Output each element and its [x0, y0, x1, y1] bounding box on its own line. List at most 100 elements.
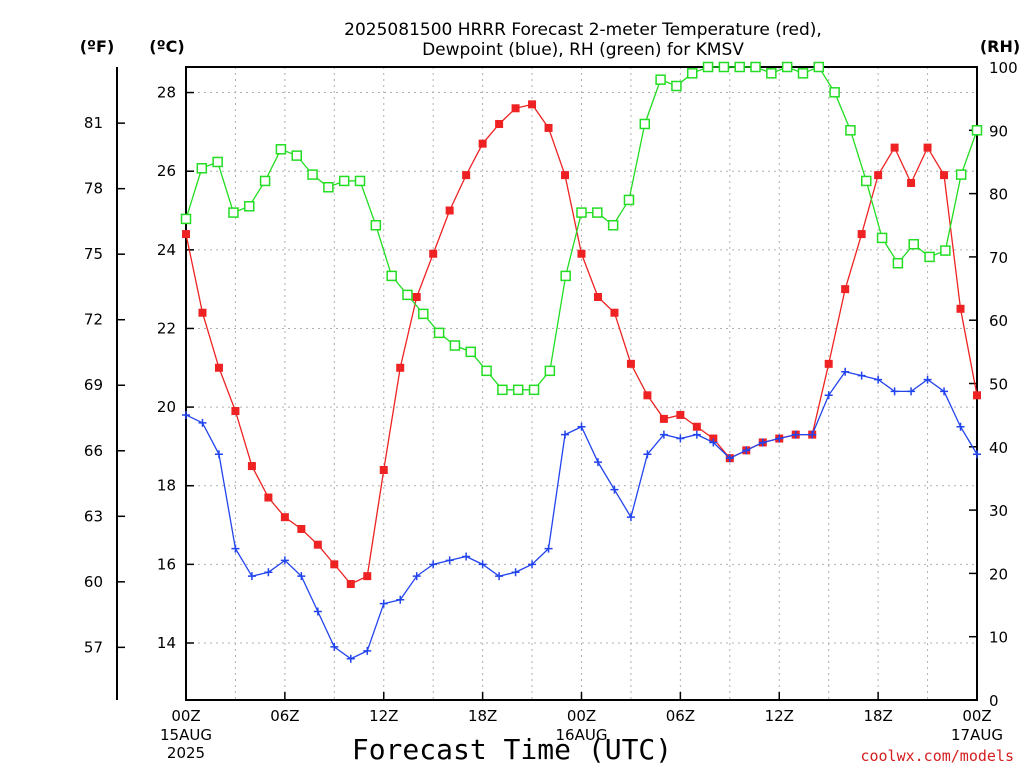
- series-line: [185, 370, 978, 660]
- dewpoint-point: [478, 560, 487, 569]
- rh-point: [291, 150, 302, 161]
- temperature-point: [445, 206, 454, 215]
- rh-point: [940, 245, 951, 256]
- dewpoint-point: [643, 450, 652, 459]
- rh-point: [955, 169, 967, 180]
- temperature-point: [346, 580, 355, 589]
- rh-point: [876, 232, 888, 244]
- temperature-point: [659, 414, 668, 423]
- celsius-tick-label: 24: [157, 241, 176, 259]
- rh-point: [718, 61, 730, 73]
- dewpoint-point: [956, 422, 965, 431]
- series-layer: [180, 61, 983, 663]
- fahrenheit-tick-label: 63: [84, 507, 103, 525]
- temperature-point: [692, 422, 701, 431]
- temperature-point: [923, 143, 932, 152]
- dewpoint-point: [610, 485, 619, 494]
- rh-point: [275, 144, 287, 155]
- temperature-point: [544, 123, 553, 132]
- rh-point: [829, 87, 840, 98]
- temperature-point: [330, 560, 339, 569]
- x-tick-label: 00Z: [171, 707, 200, 725]
- fahrenheit-tick-label: 81: [84, 114, 103, 132]
- dewpoint-point: [495, 572, 504, 581]
- rh-point: [766, 68, 777, 79]
- dewpoint-point: [247, 572, 256, 581]
- dewpoint-point: [907, 387, 916, 396]
- dewpoint-point: [824, 391, 833, 400]
- rh-tick-label: 50: [989, 376, 1008, 394]
- temperature-point: [610, 308, 619, 317]
- temperature-point: [429, 249, 438, 258]
- dewpoint-point: [775, 434, 784, 443]
- fahrenheit-tick-label: 60: [84, 573, 103, 591]
- series-plus: [182, 367, 981, 663]
- rh-point: [908, 238, 919, 250]
- chart-title: 2025081500 HRRR Forecast 2-meter Tempera…: [344, 20, 822, 40]
- x-tick-label: 06Z: [666, 707, 695, 725]
- rh-point: [607, 220, 619, 231]
- rh-point: [750, 61, 761, 73]
- temperature-point: [511, 104, 520, 113]
- temperature-point: [528, 100, 537, 109]
- dewpoint-point: [857, 371, 866, 380]
- rh-tick-label: 100: [989, 59, 1018, 77]
- rh-tick-label: 30: [989, 502, 1008, 520]
- dewpoint-point: [544, 544, 553, 553]
- dewpoint-point: [725, 454, 734, 463]
- x-tick-label: 00Z: [567, 707, 596, 725]
- temperature-point: [676, 410, 685, 419]
- temperature-point: [297, 524, 306, 533]
- temperature-point: [643, 391, 652, 400]
- dewpoint-point: [808, 430, 817, 439]
- celsius-unit-label: (ºC): [149, 37, 184, 56]
- x-tick-label: 18Z: [468, 707, 497, 725]
- dewpoint-point: [198, 418, 207, 427]
- rh-point: [386, 270, 397, 282]
- dewpoint-point: [412, 572, 421, 581]
- dewpoint-point: [593, 458, 602, 467]
- rh-point: [244, 201, 255, 212]
- rh-point: [180, 213, 192, 225]
- temperature-point: [495, 120, 504, 129]
- celsius-tick-label: 26: [157, 162, 176, 180]
- dewpoint-point: [396, 595, 405, 604]
- dewpoint-point: [363, 646, 372, 655]
- x-tick-label: 06Z: [270, 707, 299, 725]
- fahrenheit-tick-label: 78: [84, 180, 103, 198]
- rh-point: [971, 125, 983, 136]
- dewpoint-point: [214, 450, 223, 459]
- temperature-point: [561, 171, 570, 180]
- dewpoint-point: [264, 568, 273, 577]
- celsius-tick-label: 28: [157, 84, 176, 102]
- temperature-point: [379, 465, 388, 474]
- rh-point: [512, 384, 524, 396]
- temperature-point: [214, 363, 223, 372]
- rh-point: [845, 125, 856, 136]
- dewpoint-point: [445, 556, 454, 565]
- dewpoint-point: [462, 552, 471, 561]
- dewpoint-point: [659, 430, 668, 439]
- dewpoint-point: [841, 367, 850, 376]
- temperature-point: [396, 363, 405, 372]
- x-tick-year-label: 2025: [167, 744, 205, 762]
- dewpoint-point: [742, 446, 751, 455]
- fahrenheit-tick-label: 75: [84, 245, 103, 263]
- rh-point: [544, 365, 556, 377]
- x-tick-label: 18Z: [863, 707, 892, 725]
- temperature-point: [874, 171, 883, 180]
- chart-subtitle: Dewpoint (blue), RH (green) for KMSV: [422, 40, 744, 60]
- temperature-point: [824, 359, 833, 368]
- x-tick-date-label: 15AUG: [160, 726, 212, 744]
- series-open-square: [180, 61, 983, 396]
- rh-point: [734, 61, 745, 73]
- rh-point: [639, 118, 651, 130]
- temperature-point: [857, 230, 866, 239]
- dewpoint-point: [231, 544, 240, 553]
- temperature-point: [412, 293, 421, 302]
- rh-point: [671, 80, 682, 92]
- dewpoint-point: [709, 438, 718, 447]
- celsius-tick-label: 14: [157, 634, 176, 652]
- rh-tick-label: 90: [989, 122, 1008, 140]
